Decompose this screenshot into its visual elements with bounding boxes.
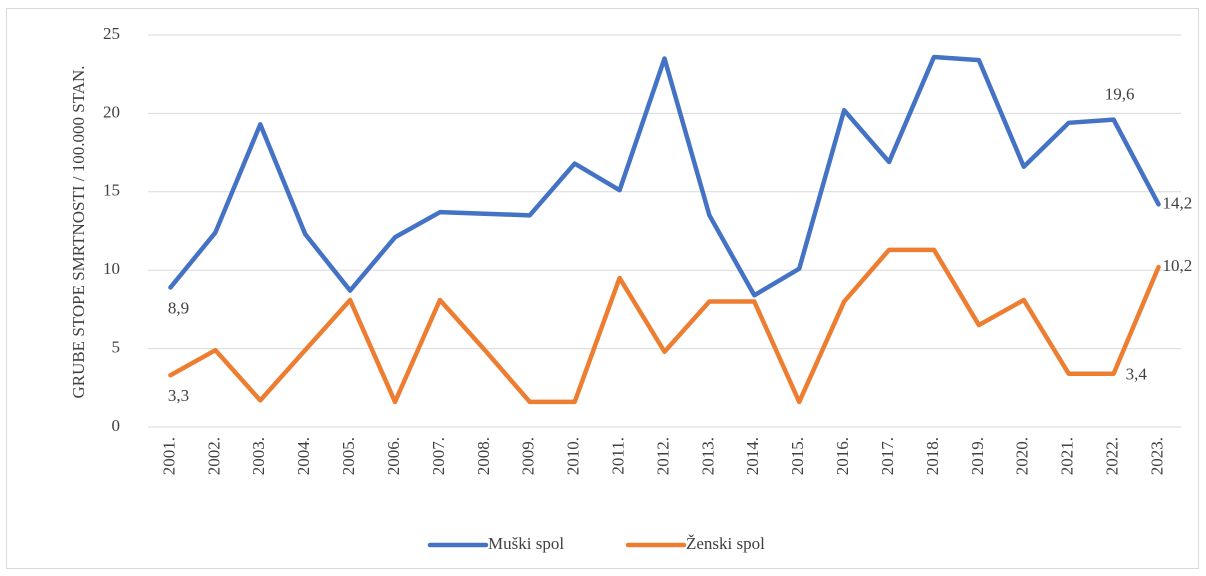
x-tick-label: 2023. [1147, 437, 1166, 475]
x-tick-label: 2016. [833, 437, 852, 475]
data-label: 19,6 [1105, 85, 1135, 104]
x-tick-label: 2018. [923, 437, 942, 475]
x-tick-label: 2017. [878, 437, 897, 475]
x-tick-label: 2022. [1103, 437, 1122, 475]
y-tick-label: 15 [103, 181, 120, 200]
data-label: 10,2 [1163, 256, 1193, 275]
data-label: 8,9 [168, 298, 189, 317]
y-tick-label: 0 [112, 416, 121, 435]
x-tick-label: 2020. [1013, 437, 1032, 475]
y-tick-label: 25 [103, 24, 120, 43]
x-tick-label: 2011. [608, 437, 627, 475]
x-tick-label: 2015. [788, 437, 807, 475]
y-tick-label: 20 [103, 102, 120, 121]
y-tick-label: 10 [103, 259, 120, 278]
y-tick-label: 5 [112, 338, 121, 357]
y-axis-label: GRUBE STOPE SMRTNOSTI / 100.000 STAN. [69, 65, 88, 398]
x-tick-label: 2013. [698, 437, 717, 475]
legend-label: Muški spol [488, 534, 564, 553]
x-tick-label: 2007. [429, 437, 448, 475]
data-label: 14,2 [1163, 193, 1193, 212]
x-tick-label: 2010. [564, 437, 583, 475]
x-tick-label: 2009. [519, 437, 538, 475]
x-tick-label: 2012. [653, 437, 672, 475]
x-tick-label: 2019. [968, 437, 987, 475]
series-line [168, 247, 1161, 405]
x-tick-label: 2006. [384, 437, 403, 475]
x-tick-label: 2014. [743, 437, 762, 475]
x-tick-label: 2004. [294, 437, 313, 475]
x-tick-label: 2001. [159, 437, 178, 475]
legend-label: Ženski spol [686, 534, 765, 553]
x-tick-label: 2021. [1058, 437, 1077, 475]
chart-border [6, 8, 1199, 569]
x-tick-label: 2003. [249, 437, 268, 475]
series-line [168, 54, 1161, 298]
x-tick-label: 2002. [204, 437, 223, 475]
x-tick-label: 2008. [474, 437, 493, 475]
data-label: 3,4 [1126, 365, 1148, 384]
x-tick-label: 2005. [339, 437, 358, 475]
data-label: 3,3 [168, 386, 189, 405]
